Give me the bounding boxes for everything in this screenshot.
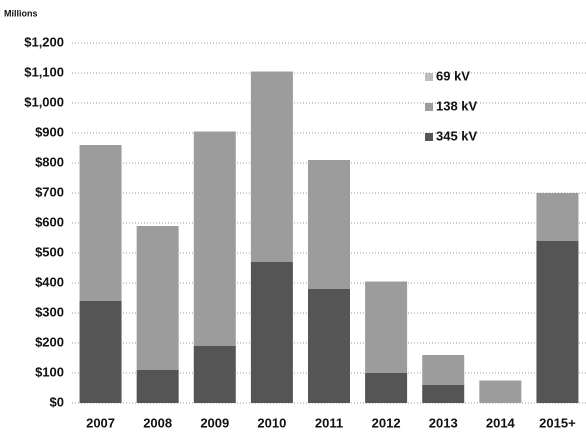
bar-segment [308,289,350,403]
legend-label: 138 kV [436,98,478,113]
bar-segment [79,145,122,301]
y-tick-label: $0 [50,394,64,409]
y-axis-label: Millions [4,8,38,18]
x-tick-label: 2011 [315,415,343,430]
bar-segment [365,373,408,403]
y-tick-label: $900 [35,124,64,139]
y-tick-label: $1,000 [24,94,64,109]
x-tick-label: 2014 [486,415,516,430]
bar-segment [536,241,579,403]
x-tick-label: 2013 [429,415,458,430]
bar-segment [479,380,522,403]
y-tick-label: $1,100 [24,64,64,79]
y-tick-label: $300 [35,304,64,319]
bar-segment [79,301,122,403]
x-tick-label: 2012 [372,415,401,430]
x-tick-label: 2009 [200,415,229,430]
x-tick-label: 2008 [143,415,172,430]
bar-segment [536,193,579,241]
y-tick-label: $600 [35,214,64,229]
bar-segment [422,385,465,403]
legend-label: 345 kV [436,128,478,143]
y-tick-label: $700 [35,184,64,199]
bar-segment [365,281,408,373]
bar-segment [136,370,179,403]
x-tick-label: 2010 [257,415,286,430]
y-tick-label: $500 [35,244,64,259]
y-tick-label: $400 [35,274,64,289]
y-tick-label: $200 [35,334,64,349]
y-tick-label: $800 [35,154,64,169]
y-tick-label: $1,200 [24,34,64,49]
legend-swatch [425,133,433,141]
y-tick-label: $100 [35,364,64,379]
bar-segment [250,262,293,403]
x-tick-label: 2015+ [539,415,576,430]
bar-segment [422,355,465,385]
bar-segment [250,71,293,262]
legend-swatch [425,73,433,81]
legend-label: 69 kV [436,68,470,83]
bar-segment [136,226,179,370]
x-tick-label: 2007 [86,415,115,430]
bar-segment [193,346,236,403]
bar-segment [193,131,236,346]
bar-segment [308,160,350,289]
legend-swatch [425,103,433,111]
